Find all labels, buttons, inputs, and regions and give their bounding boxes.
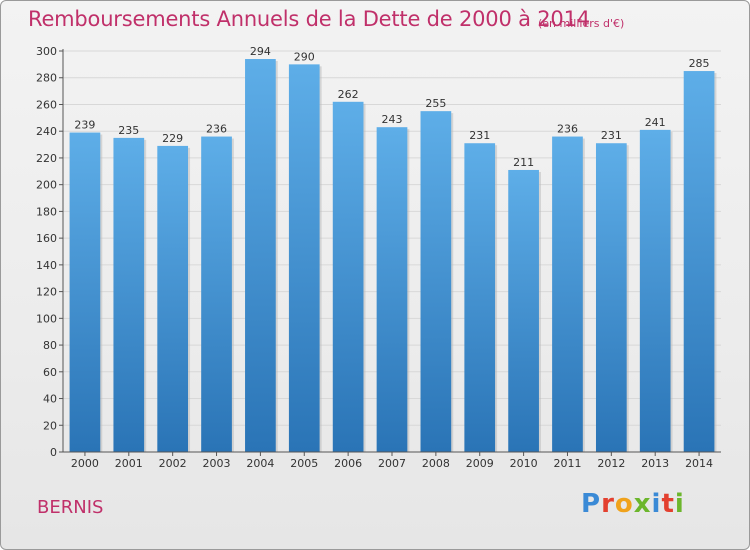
y-tick-label: 140 [36,259,57,272]
logo-letter: t [661,489,675,519]
data-label: 285 [689,57,710,70]
bar [113,137,145,452]
chart-unit: (en milliers d'€) [538,17,625,30]
bar [683,71,715,453]
logo-letter: o [614,489,634,519]
data-label: 290 [294,50,315,63]
data-label: 239 [74,119,95,132]
logo-letter: r [601,489,615,519]
bar [595,143,627,453]
x-tick-label: 2011 [553,457,581,470]
y-tick-label: 300 [36,45,57,58]
bar [639,129,671,452]
y-tick-label: 220 [36,152,57,165]
x-tick-label: 2002 [159,457,187,470]
data-label: 235 [118,124,139,137]
x-tick-label: 2003 [203,457,231,470]
data-label: 229 [162,132,183,145]
bar [420,111,452,453]
logo-letter: i [674,489,685,519]
y-tick-label: 200 [36,179,57,192]
y-tick-label: 180 [36,205,57,218]
x-tick-label: 2008 [422,457,450,470]
logo-letter: x [633,489,652,519]
x-tick-label: 2006 [334,457,362,470]
logo-letter: P [581,489,602,519]
bar [245,59,276,453]
chart-title: Remboursements Annuels de la Dette de 20… [28,7,590,31]
y-tick-label: 100 [36,312,57,325]
y-tick-label: 0 [50,446,57,459]
data-label: 211 [513,156,534,169]
data-label: 262 [338,88,359,101]
x-tick-label: 2010 [510,457,538,470]
bar [508,169,539,453]
bar [376,127,408,452]
bar [552,136,583,452]
x-tick-label: 2014 [685,457,713,470]
data-label: 231 [469,129,490,142]
data-label: 231 [601,129,622,142]
x-tick-label: 2005 [290,457,318,470]
bar [332,101,364,452]
y-tick-label: 20 [43,419,57,432]
x-tick-label: 2001 [115,457,143,470]
y-tick-label: 60 [43,366,57,379]
y-tick-label: 80 [43,339,57,352]
data-label: 236 [206,123,227,136]
data-label: 241 [645,116,666,129]
x-tick-label: 2009 [466,457,494,470]
data-label: 255 [425,97,446,110]
proxiti-logo: Proxiti [581,489,685,519]
commune-name: BERNIS [37,497,104,518]
bar [464,143,496,453]
y-tick-label: 120 [36,286,57,299]
x-tick-label: 2007 [378,457,406,470]
y-tick-label: 280 [36,72,57,85]
bar [288,64,320,452]
bar [201,136,232,452]
x-tick-label: 2013 [641,457,669,470]
y-tick-label: 40 [43,393,57,406]
data-label: 294 [250,45,271,58]
data-label: 236 [557,123,578,136]
logo-letter: i [651,489,662,519]
data-label: 243 [382,113,403,126]
bar [157,145,189,453]
x-tick-label: 2004 [246,457,274,470]
x-tick-label: 2000 [71,457,99,470]
y-tick-label: 160 [36,232,57,245]
y-tick-label: 260 [36,98,57,111]
bar [69,132,101,452]
y-tick-label: 240 [36,125,57,138]
x-tick-label: 2012 [597,457,625,470]
